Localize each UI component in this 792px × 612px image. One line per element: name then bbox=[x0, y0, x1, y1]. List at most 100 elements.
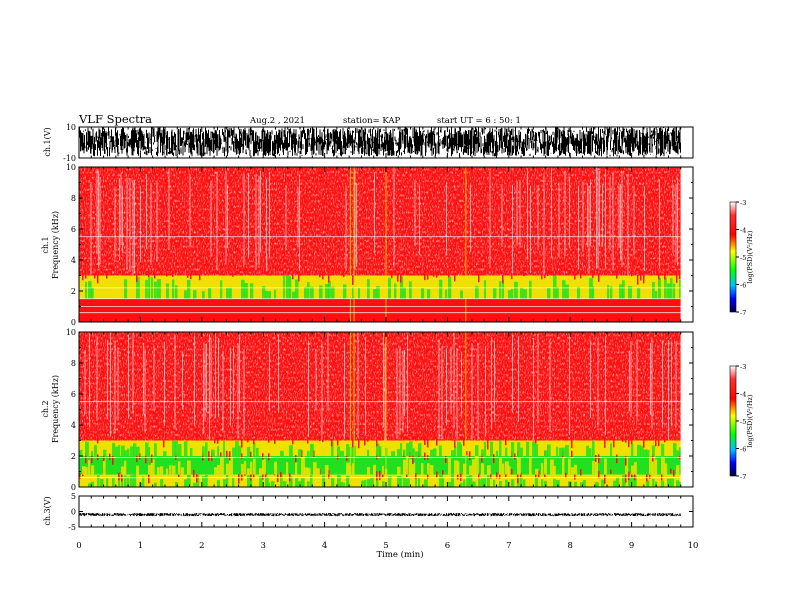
ch2-spectrogram-mottle bbox=[439, 474, 443, 487]
ch2-spectrogram-mottle bbox=[307, 450, 310, 456]
ch1-spectrogram-spike bbox=[400, 274, 402, 283]
ch2-spectrogram-mottle bbox=[244, 460, 247, 475]
colorbar-tick-label: -7 bbox=[740, 473, 746, 481]
ch2-spectrogram-spike bbox=[604, 474, 606, 484]
ch2-spectrogram-spike bbox=[598, 470, 600, 479]
ch2-spectrogram-mottle bbox=[118, 475, 121, 487]
ch2-spectrogram-mottle bbox=[388, 476, 392, 487]
time-tick-label: 8 bbox=[567, 541, 572, 551]
ch2-spectrogram-mottle bbox=[151, 459, 155, 475]
ch2-colorbar: -3 -4 -5 -6 -7 log(PSD)(V²/Hz) bbox=[729, 363, 754, 481]
ch2-spectrogram-mottle bbox=[367, 450, 370, 456]
ch1-spectrogram-mottle bbox=[172, 279, 175, 299]
ch2-spectrogram-ylabel-freq: Frequency (kHz) bbox=[51, 375, 60, 443]
ch2-spectrogram-mottle bbox=[412, 448, 415, 456]
ch1-spectrogram-mottle bbox=[262, 286, 266, 299]
ch1-spectrogram-mottle bbox=[220, 280, 223, 299]
ch2-spectrogram-mottle bbox=[103, 459, 106, 475]
ch1-spectrogram-mottle bbox=[553, 275, 557, 299]
ch2-spectrogram-mottle bbox=[379, 446, 382, 456]
ch2-spectrogram-spike bbox=[610, 469, 612, 474]
ch2-spectrogram-mottle bbox=[472, 459, 476, 475]
ch2-spectrogram-mottle bbox=[403, 477, 407, 487]
time-tick-label: 1 bbox=[138, 541, 143, 551]
ch1-spectrogram-ylabel-freq: Frequency (kHz) bbox=[51, 211, 60, 279]
ch1-waveform-ytick-tick-label: -10 bbox=[63, 154, 76, 163]
ch2-spectrogram-mottle bbox=[226, 474, 229, 487]
ch2-spectrogram-mottle bbox=[523, 479, 526, 487]
ch2-spectrogram-spike bbox=[376, 454, 378, 460]
ch2-spectrogram-spike bbox=[499, 473, 501, 479]
ch1-spectrogram-mottle bbox=[409, 281, 412, 299]
ch2-spectrogram-spike bbox=[208, 451, 210, 461]
ch1-spectrogram-spike bbox=[94, 273, 96, 279]
ch1-spectrogram-mottle bbox=[475, 286, 479, 299]
ch2-spectrogram-mottle bbox=[112, 442, 116, 456]
ch2-spectrogram-mottle bbox=[484, 441, 487, 456]
ch2-spectrogram-mottle bbox=[316, 468, 320, 475]
ch2-spectrogram-mottle bbox=[397, 476, 401, 487]
ch2-spectrogram-spike bbox=[118, 472, 120, 481]
ch2-spectrogram-mottle bbox=[331, 441, 334, 456]
ch2-spectrogram-mottle bbox=[475, 456, 479, 475]
ch1-spectrogram-spike bbox=[136, 272, 138, 282]
ch2-spectrogram-mottle bbox=[232, 447, 236, 456]
ch2-spectrogram-mottle bbox=[433, 448, 437, 456]
ch2-spectrogram-spike bbox=[538, 470, 540, 478]
ch1-spectrogram-mottle bbox=[328, 280, 331, 299]
ch2-spectrogram-spike bbox=[511, 469, 513, 475]
ch2-spectrogram-spike bbox=[352, 437, 354, 448]
ch2-spectrogram-spike bbox=[544, 472, 546, 478]
ch2-spectrogram-spike bbox=[625, 455, 627, 466]
ch2-spectrogram-mottle bbox=[268, 482, 271, 487]
ch2-spectrogram-mottle bbox=[646, 480, 650, 487]
ch1-spectrogram-spike bbox=[523, 269, 525, 277]
ch2-spectrogram-spike bbox=[643, 439, 645, 448]
ch2-spectrogram-mottle bbox=[496, 450, 499, 456]
ch1-spectrogram-mottle bbox=[652, 282, 655, 299]
ch1-spectrogram-mottle bbox=[499, 280, 502, 299]
ch2-spectrogram-mottle bbox=[646, 449, 650, 456]
ch2-spectrogram-mottle bbox=[205, 442, 208, 456]
ch2-spectrogram-mottle bbox=[160, 466, 164, 475]
colorbar-scale bbox=[729, 201, 737, 313]
ch1-spectrogram-spike bbox=[643, 274, 645, 284]
ch2-spectrogram-mottle bbox=[256, 447, 259, 456]
ch2-spectrogram-mottle bbox=[235, 440, 239, 456]
ch1-spectrogram-mottle bbox=[331, 286, 335, 299]
ch2-spectrogram-spike bbox=[202, 452, 204, 461]
ch2-spectrogram-spike bbox=[328, 470, 330, 479]
ch1-spectrogram-mottle bbox=[124, 279, 128, 299]
ch2-spectrogram-mottle bbox=[247, 475, 251, 487]
ch2-spectrogram-ytick-tick-label: 4 bbox=[71, 421, 76, 430]
ch2-spectrogram-spike bbox=[376, 438, 378, 447]
ch2-spectrogram-mottle bbox=[649, 456, 653, 475]
ch2-spectrogram-mottle bbox=[676, 450, 679, 456]
ch1-spectrogram-spike bbox=[598, 273, 600, 282]
ch2-spectrogram-spike bbox=[466, 451, 468, 456]
ch2-spectrogram-mottle bbox=[472, 481, 476, 487]
ch2-spectrogram-mottle bbox=[304, 467, 308, 475]
ch1-spectrogram-spike bbox=[544, 273, 546, 279]
ch2-spectrogram-mottle bbox=[133, 474, 137, 487]
ch2-spectrogram-spike bbox=[520, 472, 522, 478]
ch1-spectrogram-mottle bbox=[622, 280, 625, 299]
ch2-spectrogram-mottle bbox=[415, 477, 418, 487]
ch2-spectrogram-spike bbox=[151, 454, 153, 463]
ch2-spectrogram-mottle bbox=[604, 458, 607, 475]
ch2-spectrogram-mottle bbox=[94, 445, 97, 456]
ch2-spectrogram-ytick-tick-label: 8 bbox=[71, 359, 76, 368]
ch1-spectrogram-mottle bbox=[655, 290, 658, 299]
ch1-spectrogram-spike bbox=[511, 273, 513, 280]
ch2-spectrogram-mottle bbox=[655, 481, 658, 487]
header-station: station= KAP bbox=[343, 116, 401, 126]
ch2-spectrogram-mottle bbox=[664, 463, 668, 475]
ch2-spectrogram-spike bbox=[220, 452, 222, 457]
time-tick-label: 10 bbox=[688, 541, 699, 551]
ch1-spectrogram-mottle bbox=[460, 290, 463, 299]
ch1-spectrogram-mottle bbox=[325, 283, 329, 299]
ch1-spectrogram-spike bbox=[172, 272, 174, 278]
ch2-spectrogram-mottle bbox=[442, 478, 445, 487]
ch2-spectrogram-mottle bbox=[253, 442, 256, 456]
ch2-spectrogram-mottle bbox=[193, 482, 196, 487]
